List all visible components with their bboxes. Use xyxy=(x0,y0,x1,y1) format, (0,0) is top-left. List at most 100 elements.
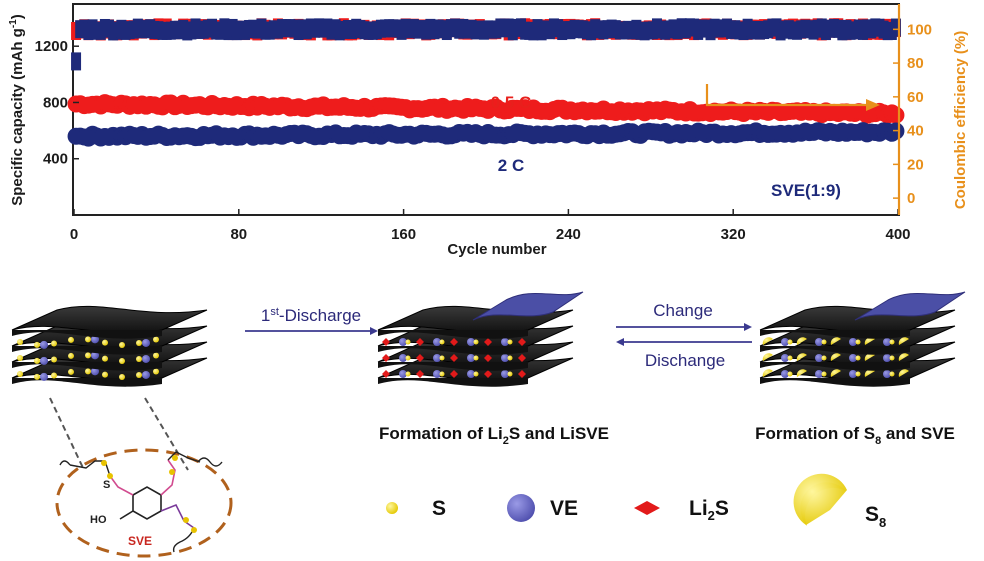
ve-particle xyxy=(849,354,857,362)
s8-particle xyxy=(864,369,875,377)
right-axis-pointer xyxy=(705,84,880,111)
sulfur-particle xyxy=(136,355,142,362)
sheet-edge xyxy=(378,362,528,371)
li2s-particle xyxy=(450,354,458,362)
sulfur-particle xyxy=(102,339,108,346)
ve-particle xyxy=(849,338,857,346)
first-discharge-label: 1st-Discharge xyxy=(261,306,361,325)
chart-ticks: 0 80 160 240 320 400 400 800 1200 0 20 40 60 80 100 xyxy=(35,4,932,243)
electrode-stack-pristine xyxy=(11,305,208,387)
sulfur-particle xyxy=(507,339,513,345)
series-3 xyxy=(71,18,901,71)
x-axis-title: Cycle number xyxy=(447,241,546,258)
ve-particle xyxy=(815,370,823,378)
ve-particle xyxy=(883,370,891,378)
capacity-point xyxy=(887,106,905,124)
ve-legend-icon xyxy=(507,494,535,522)
ve-particle xyxy=(815,338,823,346)
sheet-edge xyxy=(12,378,162,387)
ve-particle xyxy=(91,335,99,344)
y-tick-label: 1200 xyxy=(35,38,68,55)
sulfur-particle xyxy=(136,371,142,378)
ve-particle xyxy=(501,370,509,378)
li2s-particle xyxy=(450,370,458,378)
ve-particle xyxy=(399,338,407,346)
sulfur-particle xyxy=(787,371,793,377)
ve-particle xyxy=(883,338,891,346)
sulfur-particle xyxy=(153,352,159,359)
sulfur-particle xyxy=(473,371,479,377)
sheet-edge xyxy=(760,346,910,355)
sulfur-particle xyxy=(473,355,479,361)
li2s-particle xyxy=(484,370,492,378)
li2s-particle xyxy=(484,338,492,346)
ve-particle xyxy=(142,370,150,379)
y-axis-title-close: ) xyxy=(9,14,26,19)
sulfur-particle xyxy=(136,339,142,346)
y2-tick-label: 100 xyxy=(907,21,932,38)
sheet-edge xyxy=(760,362,910,371)
series-label-2c: 2 C xyxy=(498,156,524,175)
li2s-particle xyxy=(382,354,390,362)
x-tick-label: 400 xyxy=(885,226,910,243)
capacity-chart: 0 80 160 240 320 400 400 800 1200 0 20 40 60 80 100 Cy… xyxy=(8,3,969,258)
y-axis-title-sup: -1 xyxy=(8,19,19,28)
schematic-legend: S VE Li2S S8 xyxy=(386,473,886,530)
hydroxyl-label: HO xyxy=(90,514,107,526)
carbon-sheet xyxy=(11,305,208,334)
sulfur-particle xyxy=(855,339,861,345)
s8-particle xyxy=(762,369,773,377)
ve-particle xyxy=(501,338,509,346)
s8-particle xyxy=(830,353,841,361)
sulfur-particle xyxy=(855,355,861,361)
x-tick-label: 240 xyxy=(556,226,581,243)
legend-s: S xyxy=(432,497,446,520)
sulfur-particle xyxy=(787,339,793,345)
sulfur-particle xyxy=(153,336,159,343)
first-discharge-arrow: 1st-Discharge xyxy=(245,306,378,335)
x-tick-label: 160 xyxy=(391,226,416,243)
s8-particle xyxy=(830,337,841,345)
y2-axis-title: Coulombic efficiency (%) xyxy=(952,31,969,209)
sulfur-particle xyxy=(821,371,827,377)
electrode-stacks xyxy=(11,291,966,387)
sulfur-particle xyxy=(405,355,411,361)
sulfur-particle xyxy=(85,368,91,375)
s8-particle xyxy=(864,337,875,345)
s8-particle xyxy=(762,353,773,361)
li2s-particle xyxy=(416,338,424,346)
sulfur-particle xyxy=(85,336,91,343)
chart-marks xyxy=(67,18,905,147)
li2s-particle xyxy=(416,370,424,378)
chart-annotation: SVE(1:9) xyxy=(771,181,841,200)
ve-particle xyxy=(467,370,475,378)
protective-layer xyxy=(472,291,584,321)
sulfur-particle xyxy=(507,371,513,377)
sheet-edge xyxy=(760,378,910,387)
s8-particle xyxy=(898,337,909,345)
y-tick-label: 400 xyxy=(43,151,68,168)
y-tick-label: 800 xyxy=(43,94,68,111)
sheet-edge xyxy=(12,330,162,339)
li2s-particle xyxy=(518,370,526,378)
ve-particle xyxy=(399,370,407,378)
li2s-particle xyxy=(416,354,424,362)
ve-particle xyxy=(467,338,475,346)
sheet-edge xyxy=(12,362,162,371)
y-axis-title-main: Specific capacity (mAh g xyxy=(9,28,26,206)
y2-tick-label: 20 xyxy=(907,156,924,173)
ve-particle xyxy=(781,354,789,362)
legend-ve: VE xyxy=(550,497,578,520)
ve-particle xyxy=(399,354,407,362)
ve-particle xyxy=(40,372,48,381)
ve-particle xyxy=(781,370,789,378)
ve-particle xyxy=(467,354,475,362)
electrode-stack-cycled xyxy=(759,291,966,387)
ve-particle xyxy=(433,354,441,362)
s8-particle xyxy=(762,337,773,345)
x-tick-label: 0 xyxy=(70,226,78,243)
sulfur-particle xyxy=(51,340,57,347)
li2s-particle xyxy=(382,338,390,346)
caption-li2s-lisve: Formation of Li2S and LiSVE xyxy=(379,424,609,447)
